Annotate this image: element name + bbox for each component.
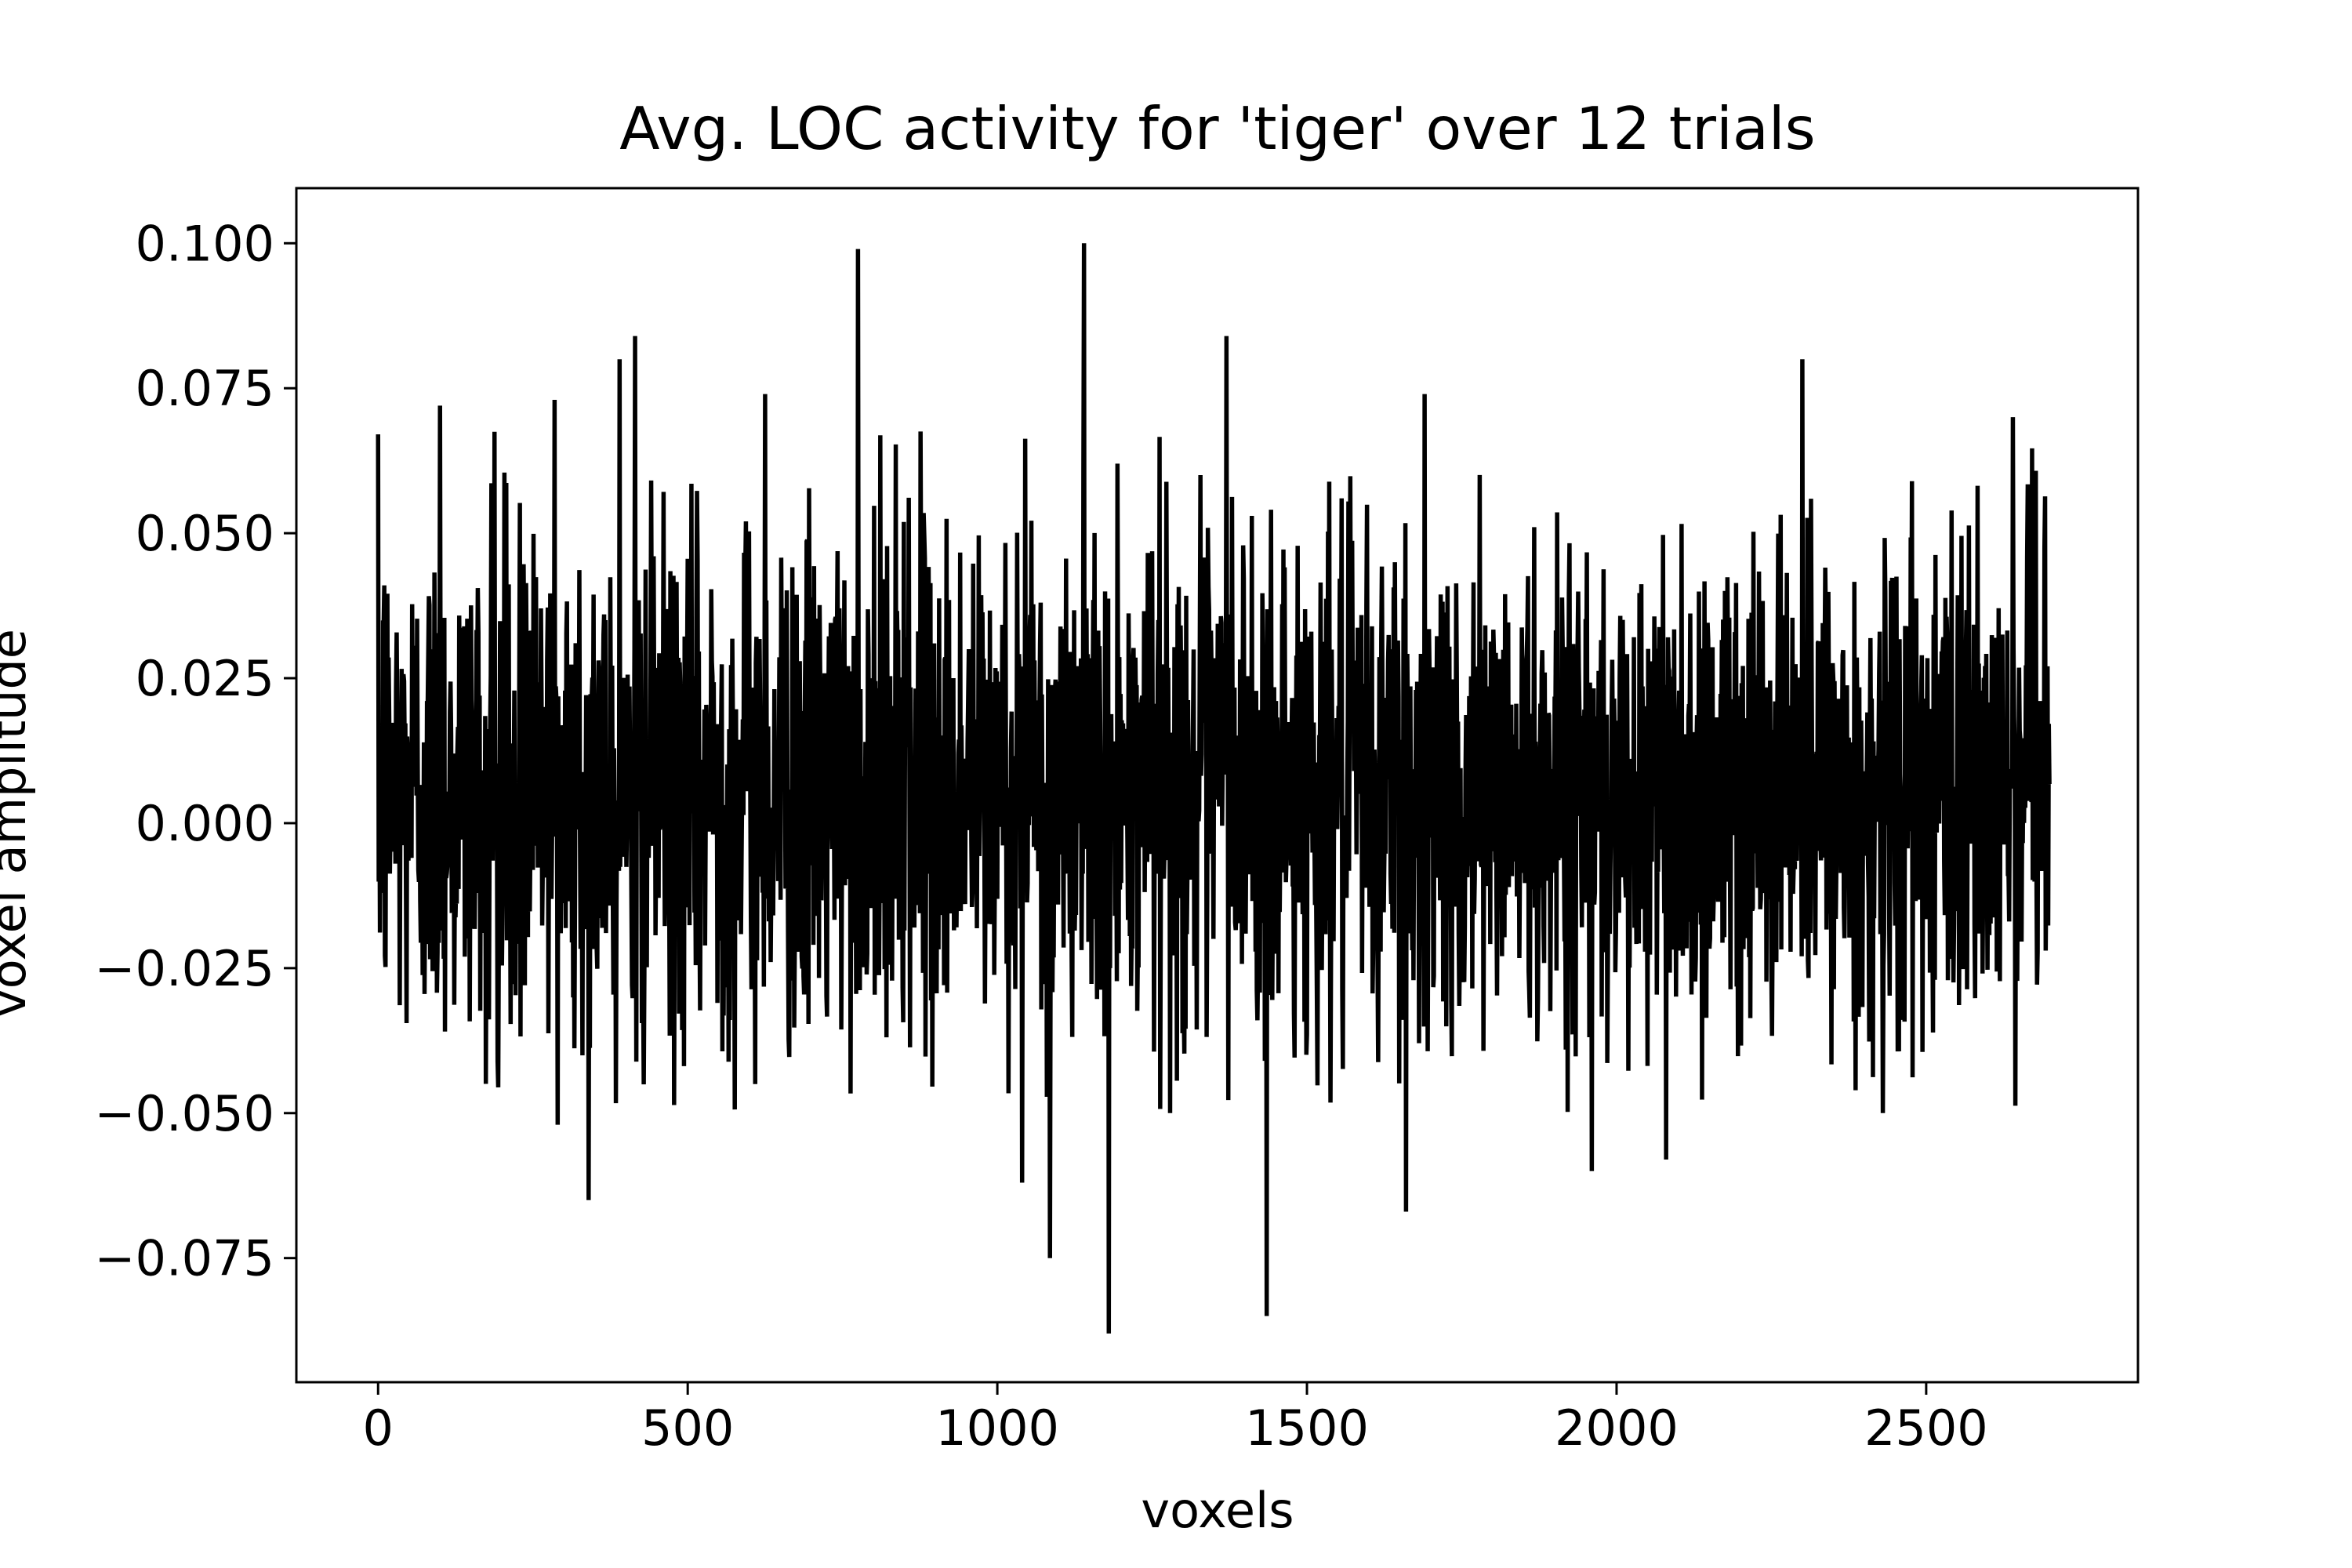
plot-frame bbox=[295, 187, 2140, 1384]
y-tick-label: −0.025 bbox=[95, 940, 274, 997]
y-tick-label: 0.075 bbox=[136, 360, 275, 417]
y-tick-label: 0.100 bbox=[136, 215, 275, 272]
x-axis: 0 500 1000 1500 2000 2500 bbox=[363, 1382, 1988, 1457]
plot-area bbox=[295, 187, 2140, 1384]
x-tick-label: 1500 bbox=[1245, 1399, 1369, 1457]
x-tick-label: 1000 bbox=[935, 1399, 1059, 1457]
y-axis-label: voxel amplitude bbox=[0, 629, 37, 1018]
x-axis-label: voxels bbox=[1141, 1482, 1294, 1539]
y-tick-label: −0.050 bbox=[95, 1085, 274, 1142]
y-tick-label: −0.075 bbox=[95, 1230, 274, 1287]
chart-title: Avg. LOC activity for 'tiger' over 12 tr… bbox=[619, 94, 1815, 163]
x-tick-label: 0 bbox=[363, 1399, 394, 1457]
y-tick-label: 0.025 bbox=[136, 650, 275, 707]
x-tick-label: 500 bbox=[641, 1399, 734, 1457]
y-axis: −0.075 −0.050 −0.025 0.000 0.025 0.050 0.075 0.… bbox=[95, 215, 296, 1287]
y-tick-label: 0.000 bbox=[136, 795, 275, 852]
x-tick-label: 2000 bbox=[1555, 1399, 1679, 1457]
y-tick-label: 0.050 bbox=[136, 505, 275, 562]
data-series-line bbox=[376, 243, 2052, 1334]
x-tick-label: 2500 bbox=[1864, 1399, 1988, 1457]
